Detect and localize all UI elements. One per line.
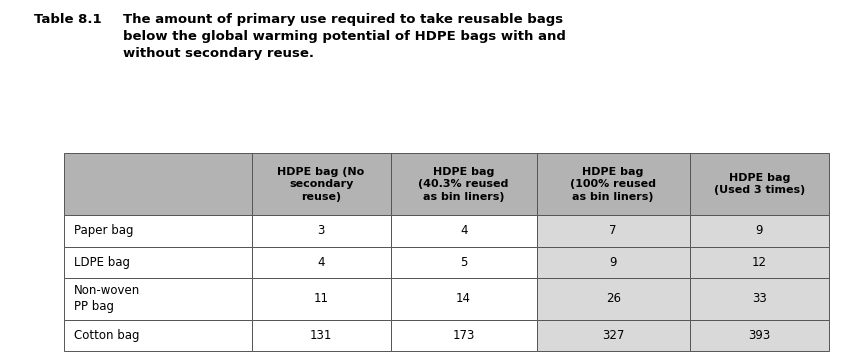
- Text: The amount of primary use required to take reusable bags
below the global warmin: The amount of primary use required to ta…: [123, 13, 566, 60]
- Text: 4: 4: [460, 224, 468, 238]
- Bar: [252, 278, 391, 320]
- Text: 11: 11: [314, 292, 329, 305]
- Text: 12: 12: [751, 256, 767, 269]
- Text: HDPE bag (No
secondary
reuse): HDPE bag (No secondary reuse): [277, 167, 365, 202]
- Text: 3: 3: [317, 224, 325, 238]
- Text: HDPE bag
(40.3% reused
as bin liners): HDPE bag (40.3% reused as bin liners): [418, 167, 509, 202]
- Bar: [689, 278, 829, 320]
- Text: Table 8.1: Table 8.1: [34, 13, 102, 26]
- Bar: [689, 247, 829, 278]
- Bar: [252, 215, 391, 247]
- Bar: [64, 247, 252, 278]
- Text: HDPE bag
(Used 3 times): HDPE bag (Used 3 times): [714, 173, 805, 195]
- Text: 14: 14: [456, 292, 471, 305]
- Text: 7: 7: [609, 224, 617, 238]
- Text: 173: 173: [452, 329, 475, 342]
- Bar: [689, 215, 829, 247]
- Bar: [536, 215, 689, 247]
- Text: Cotton bag: Cotton bag: [74, 329, 139, 342]
- Text: 393: 393: [748, 329, 770, 342]
- Bar: [64, 215, 252, 247]
- Bar: [536, 320, 689, 351]
- Bar: [64, 320, 252, 351]
- Text: 131: 131: [310, 329, 332, 342]
- Bar: [536, 278, 689, 320]
- Text: HDPE bag
(100% reused
as bin liners): HDPE bag (100% reused as bin liners): [570, 167, 656, 202]
- Bar: [64, 153, 252, 215]
- Text: 4: 4: [317, 256, 325, 269]
- Bar: [391, 278, 536, 320]
- Text: 327: 327: [602, 329, 625, 342]
- Bar: [391, 215, 536, 247]
- Text: 9: 9: [609, 256, 617, 269]
- Text: LDPE bag: LDPE bag: [74, 256, 130, 269]
- Bar: [536, 153, 689, 215]
- Bar: [391, 247, 536, 278]
- Bar: [252, 153, 391, 215]
- Text: 26: 26: [606, 292, 620, 305]
- Bar: [391, 153, 536, 215]
- Bar: [689, 320, 829, 351]
- Text: 9: 9: [756, 224, 763, 238]
- Bar: [252, 247, 391, 278]
- Text: 5: 5: [460, 256, 468, 269]
- Text: Paper bag: Paper bag: [74, 224, 133, 238]
- Bar: [64, 278, 252, 320]
- Bar: [689, 153, 829, 215]
- Text: Non-woven
PP bag: Non-woven PP bag: [74, 284, 140, 313]
- Bar: [536, 247, 689, 278]
- Bar: [391, 320, 536, 351]
- Bar: [252, 320, 391, 351]
- Text: 33: 33: [752, 292, 767, 305]
